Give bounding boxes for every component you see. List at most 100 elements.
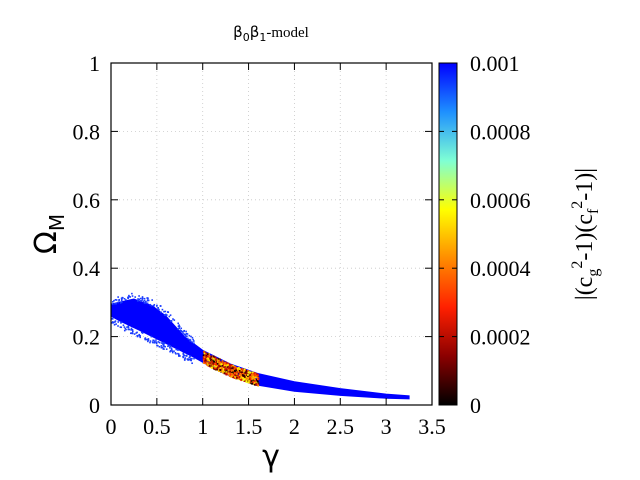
data-point — [203, 352, 206, 355]
data-point — [165, 313, 167, 316]
data-point — [221, 368, 224, 371]
data-point — [130, 327, 133, 330]
data-point — [151, 299, 153, 301]
data-point — [160, 342, 163, 344]
data-point — [210, 364, 213, 366]
data-point — [229, 373, 232, 376]
data-point — [219, 364, 222, 366]
data-point — [210, 355, 213, 358]
data-point — [114, 302, 116, 305]
data-point — [254, 374, 256, 377]
data-point — [243, 380, 246, 382]
colorbar-tick-label: 0.001 — [470, 51, 520, 76]
data-point — [177, 322, 180, 325]
data-point — [141, 299, 144, 301]
data-point — [246, 375, 249, 378]
data-point — [189, 340, 192, 342]
x-tick-label: 1 — [197, 414, 208, 439]
data-point — [138, 295, 140, 297]
data-point — [210, 358, 213, 361]
data-point — [249, 380, 252, 383]
data-point — [205, 355, 208, 358]
data-point — [237, 370, 240, 373]
data-point — [131, 332, 134, 335]
data-point — [160, 345, 163, 347]
data-point — [169, 349, 172, 352]
data-point — [115, 302, 117, 305]
data-point — [256, 376, 259, 379]
data-point — [248, 379, 251, 382]
data-point — [215, 363, 217, 366]
data-point — [143, 299, 146, 302]
data-point — [127, 297, 129, 299]
data-point — [255, 384, 258, 386]
data-point — [219, 365, 222, 368]
data-point — [183, 333, 186, 336]
data-point — [213, 360, 215, 363]
data-point — [145, 338, 148, 341]
data-point — [209, 365, 212, 368]
data-point — [227, 369, 230, 371]
data-point — [233, 374, 236, 376]
data-point — [117, 321, 120, 323]
data-point — [158, 341, 161, 344]
data-point — [147, 299, 150, 302]
data-point — [160, 311, 162, 314]
data-point — [152, 305, 155, 307]
data-point — [162, 343, 165, 346]
data-point — [229, 370, 231, 373]
data-point — [126, 326, 128, 328]
data-point — [120, 326, 123, 329]
data-point — [245, 371, 248, 374]
data-point — [151, 341, 154, 343]
data-point — [202, 355, 205, 358]
data-point — [171, 351, 174, 354]
data-point — [204, 358, 207, 361]
data-point — [150, 335, 153, 338]
data-point — [141, 332, 144, 334]
cbar-label-sub1: g — [585, 269, 602, 277]
data-point — [221, 364, 224, 367]
data-point — [174, 352, 177, 354]
data-point — [114, 298, 117, 301]
data-point — [248, 372, 250, 375]
data-point — [114, 320, 117, 322]
data-point — [163, 344, 165, 347]
data-point — [193, 357, 195, 360]
data-point — [224, 367, 227, 370]
data-point — [243, 370, 246, 373]
data-point — [231, 375, 233, 377]
data-point — [251, 371, 254, 374]
data-point — [235, 373, 238, 375]
data-point — [235, 369, 238, 372]
data-point — [213, 356, 216, 359]
data-point — [134, 296, 137, 298]
data-point — [218, 365, 221, 368]
data-point — [207, 355, 209, 357]
data-point — [139, 334, 141, 337]
cbar-label-p1: |(c — [572, 277, 598, 300]
data-point — [120, 299, 123, 302]
data-point — [244, 371, 247, 374]
data-point — [238, 376, 241, 378]
data-point — [127, 326, 130, 329]
data-point — [228, 371, 231, 374]
data-point — [219, 369, 222, 371]
data-point — [175, 348, 178, 351]
x-tick-label: 2.5 — [327, 414, 355, 439]
data-point — [118, 298, 120, 301]
data-point — [153, 341, 156, 344]
data-point — [257, 377, 260, 380]
data-point — [246, 377, 249, 380]
data-point — [244, 373, 246, 376]
data-point — [220, 363, 223, 366]
data-point — [216, 362, 219, 365]
data-point — [241, 371, 244, 374]
data-point — [127, 296, 129, 299]
data-point — [131, 292, 133, 295]
data-point — [238, 371, 241, 374]
data-point — [141, 296, 144, 298]
data-point — [247, 371, 250, 374]
data-point — [155, 339, 157, 341]
data-point — [166, 311, 169, 313]
